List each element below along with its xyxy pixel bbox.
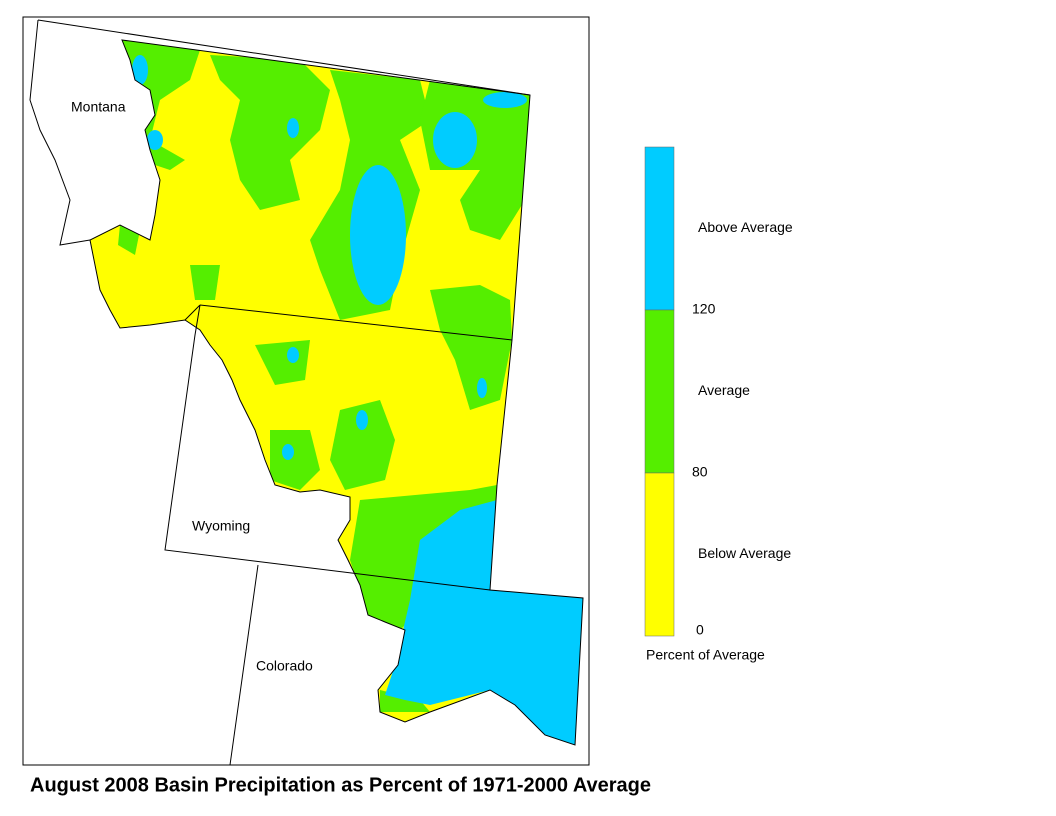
legend-swatch (644, 472, 675, 637)
legend-tick-label: 80 (692, 464, 708, 480)
legend-label: Above Average (698, 219, 793, 235)
legend-label: Average (698, 382, 750, 398)
legend-swatch (644, 146, 675, 311)
state-label: Montana (71, 99, 126, 115)
title: August 2008 Basin Precipitation as Perce… (30, 774, 651, 796)
state-label: Wyoming (192, 518, 250, 534)
legend-swatch (644, 309, 675, 474)
state-borders (29, 19, 584, 766)
state-label: Colorado (256, 658, 313, 674)
legend-label: Below Average (698, 545, 791, 561)
legend: Percent of Average Above Average Average B… (644, 146, 793, 663)
legend-tick-label: 120 (692, 301, 716, 317)
legend-tick-label: 0 (696, 622, 704, 638)
legend-title: Percent of Average (646, 647, 765, 663)
